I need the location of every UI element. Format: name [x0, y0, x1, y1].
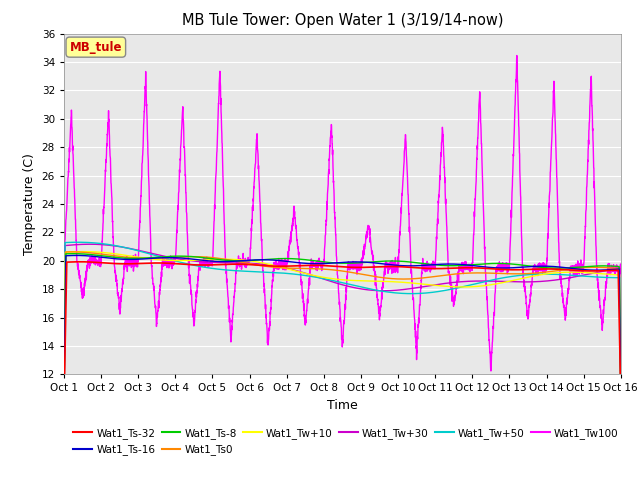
Wat1_Tw100	[157, 283, 164, 288]
Wat1_Tw100	[617, 261, 625, 267]
Wat1_Ts-8	[298, 256, 306, 262]
Wat1_Tw+10	[274, 264, 282, 269]
Wat1_Tw+50	[74, 240, 81, 245]
Wat1_Tw+10	[124, 253, 132, 259]
Wat1_Ts-8	[274, 256, 282, 262]
Wat1_Ts-8	[157, 254, 164, 260]
Wat1_Ts-32	[76, 259, 84, 264]
Wat1_Ts0	[157, 255, 164, 261]
Text: MB_tule: MB_tule	[70, 41, 122, 54]
Line: Wat1_Ts-16: Wat1_Ts-16	[64, 255, 621, 400]
Wat1_Ts0	[124, 254, 132, 260]
Wat1_Tw+30	[298, 269, 306, 275]
Wat1_Ts-16	[274, 258, 282, 264]
Wat1_Tw+30	[124, 245, 132, 251]
Wat1_Tw+30	[86, 241, 93, 247]
Line: Wat1_Tw+30: Wat1_Tw+30	[64, 244, 621, 395]
Wat1_Tw+10	[298, 270, 306, 276]
Wat1_Ts0	[298, 265, 306, 271]
Wat1_Ts-16	[72, 252, 80, 258]
Line: Wat1_Ts-8: Wat1_Ts-8	[64, 253, 621, 399]
Wat1_Tw+50	[124, 245, 132, 251]
Wat1_Tw+10	[606, 272, 614, 277]
Wat1_Ts-32	[60, 401, 68, 407]
Line: Wat1_Ts-32: Wat1_Ts-32	[64, 262, 621, 404]
Wat1_Ts0	[67, 249, 74, 255]
Title: MB Tule Tower: Open Water 1 (3/19/14-now): MB Tule Tower: Open Water 1 (3/19/14-now…	[182, 13, 503, 28]
Wat1_Tw+50	[274, 270, 282, 276]
Line: Wat1_Tw100: Wat1_Tw100	[64, 56, 621, 371]
Wat1_Tw100	[274, 263, 282, 269]
Legend: Wat1_Ts-32, Wat1_Ts-16, Wat1_Ts-8, Wat1_Ts0, Wat1_Tw+10, Wat1_Tw+30, Wat1_Tw+50,: Wat1_Ts-32, Wat1_Ts-16, Wat1_Ts-8, Wat1_…	[69, 424, 623, 459]
Wat1_Tw100	[124, 261, 131, 267]
Wat1_Ts-32	[298, 263, 306, 268]
Wat1_Ts-32	[546, 266, 554, 272]
Wat1_Ts-16	[60, 397, 68, 403]
Wat1_Ts-16	[124, 256, 132, 262]
Wat1_Ts-16	[298, 260, 306, 266]
Wat1_Ts-8	[617, 389, 625, 395]
Wat1_Ts-8	[124, 255, 132, 261]
Wat1_Tw+10	[157, 257, 164, 263]
Wat1_Ts-16	[546, 264, 554, 269]
Wat1_Ts-32	[274, 264, 282, 269]
Wat1_Tw+30	[274, 264, 282, 269]
Wat1_Ts-16	[157, 255, 164, 261]
Line: Wat1_Ts0: Wat1_Ts0	[64, 252, 621, 398]
Wat1_Tw+50	[298, 272, 306, 278]
Wat1_Ts-32	[124, 261, 132, 267]
Wat1_Ts0	[274, 264, 282, 270]
Wat1_Tw+50	[546, 271, 554, 277]
Wat1_Tw100	[606, 272, 614, 277]
Wat1_Ts0	[617, 390, 625, 396]
Wat1_Ts0	[60, 396, 68, 401]
Wat1_Tw+50	[157, 254, 164, 260]
Wat1_Tw+30	[617, 381, 625, 386]
Wat1_Ts-8	[70, 251, 77, 256]
Wat1_Tw+50	[60, 391, 68, 396]
Wat1_Ts0	[606, 265, 614, 271]
Wat1_Tw+10	[79, 249, 87, 254]
Wat1_Tw+30	[546, 278, 554, 284]
Wat1_Ts-32	[606, 267, 614, 273]
Wat1_Tw100	[547, 169, 554, 175]
Wat1_Ts-8	[60, 396, 68, 402]
Wat1_Tw100	[487, 368, 495, 374]
Wat1_Ts-32	[617, 396, 625, 401]
Wat1_Ts-16	[617, 390, 625, 396]
Y-axis label: Temperature (C): Temperature (C)	[23, 153, 36, 255]
Wat1_Tw100	[298, 279, 305, 285]
Wat1_Tw+50	[606, 275, 614, 280]
Wat1_Tw+10	[617, 398, 625, 404]
Wat1_Ts0	[546, 269, 554, 275]
Wat1_Ts-8	[606, 263, 614, 269]
Wat1_Ts-8	[546, 265, 554, 271]
Wat1_Tw+30	[606, 267, 614, 273]
Line: Wat1_Tw+50: Wat1_Tw+50	[64, 242, 621, 394]
Wat1_Tw+10	[546, 271, 554, 276]
Wat1_Tw100	[60, 253, 68, 259]
Wat1_Tw100	[513, 53, 521, 59]
Wat1_Tw+30	[60, 392, 68, 398]
Wat1_Ts-32	[157, 260, 164, 266]
Wat1_Tw+30	[157, 252, 164, 258]
X-axis label: Time: Time	[327, 399, 358, 412]
Wat1_Ts-16	[606, 267, 614, 273]
Line: Wat1_Tw+10: Wat1_Tw+10	[64, 252, 621, 401]
Wat1_Tw+10	[60, 386, 68, 392]
Wat1_Tw+50	[617, 386, 625, 392]
